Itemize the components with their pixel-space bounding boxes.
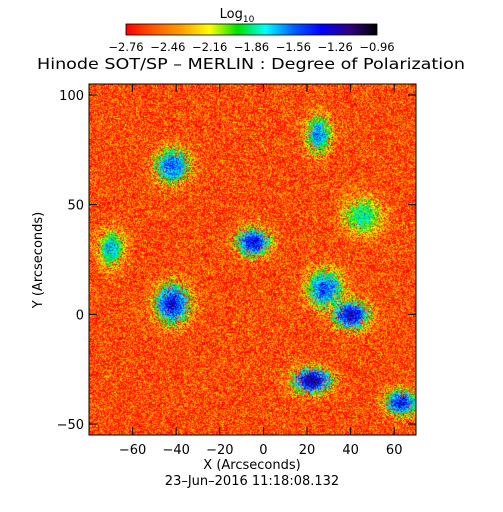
y-tick-label: 50 <box>67 199 84 214</box>
colorbar-title: Log10 <box>220 7 255 25</box>
colorbar-tick-label: −2.76 <box>108 40 143 54</box>
y-axis: −50 0 50 100 <box>57 89 416 433</box>
x-tick-label: 0 <box>259 443 267 458</box>
x-tick-label: −40 <box>162 443 189 458</box>
y-tick-label: −50 <box>57 418 84 433</box>
y-tick-label: 0 <box>76 308 84 323</box>
x-axis-label: X (Arcseconds) <box>203 458 300 473</box>
plot-frame <box>88 83 417 436</box>
colorbar-tick-label: −1.56 <box>276 40 311 54</box>
colorbar-tick-label: −2.46 <box>150 40 185 54</box>
x-tick-label: 20 <box>299 443 316 458</box>
timestamp: 23–Jun–2016 11:18:08.132 <box>165 474 339 489</box>
colorbar: Log10 −2.76 −2.46 −2.16 −1.86 −1.56 −1.26 −0.9… <box>108 7 394 54</box>
colorbar-tick-label: −1.86 <box>234 40 269 54</box>
x-axis: −60 −40 −20 0 20 40 60 <box>119 84 403 458</box>
heatmap-image <box>89 84 416 435</box>
colorbar-tick-label: −0.96 <box>359 40 394 54</box>
y-tick-label: 100 <box>59 89 84 104</box>
x-tick-label: −60 <box>119 443 146 458</box>
x-tick-label: −20 <box>206 443 233 458</box>
x-tick-label: 40 <box>342 443 359 458</box>
colorbar-tick-label: −1.26 <box>318 40 353 54</box>
x-tick-label: 60 <box>386 443 403 458</box>
colorbar-tick-label: −2.16 <box>192 40 227 54</box>
chart-title: Hinode SOT/SP – MERLIN : Degree of Polar… <box>37 55 465 73</box>
colorbar-gradient <box>125 23 378 36</box>
y-axis-label: Y (Arcseconds) <box>31 212 46 309</box>
